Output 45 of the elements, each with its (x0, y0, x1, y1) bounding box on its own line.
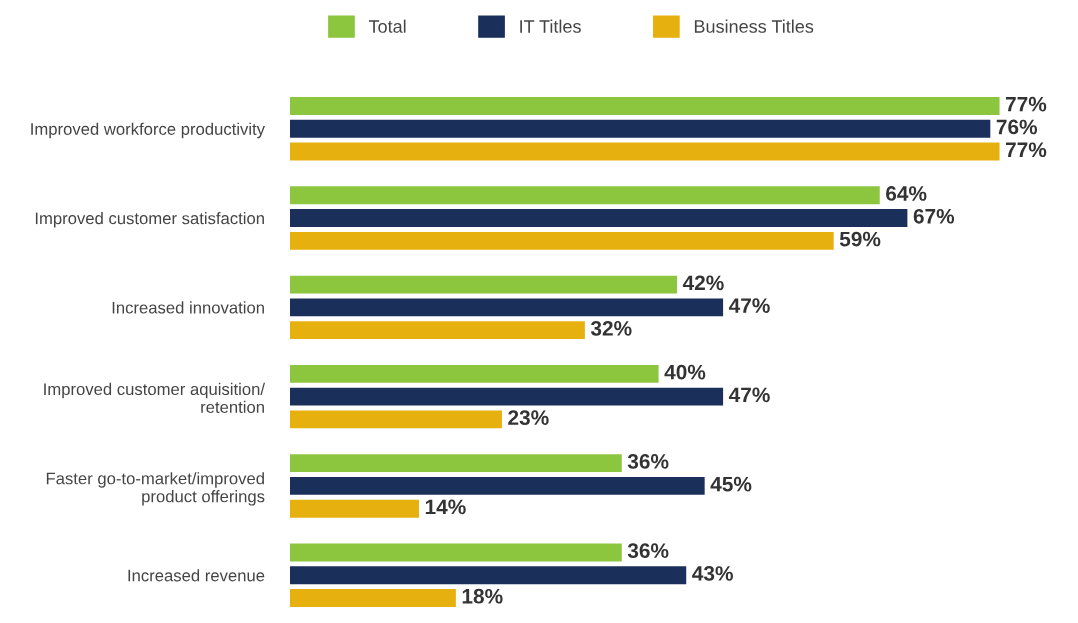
bar (290, 566, 687, 585)
bar (290, 410, 502, 429)
bar (290, 275, 678, 294)
data-label: 43% (692, 566, 733, 581)
bar (290, 321, 585, 340)
bar (290, 186, 880, 205)
bar (290, 97, 1000, 115)
y-tick-label: Improved customer aquisition/ retention (44, 382, 266, 414)
bar (290, 589, 456, 607)
bar (290, 543, 622, 562)
legend-label: Total (368, 19, 406, 33)
data-label: 47% (728, 298, 770, 313)
bar (290, 454, 622, 473)
bar (290, 209, 908, 227)
bar (290, 298, 724, 317)
y-tick-label: Improved workforce productivity (31, 122, 265, 139)
data-label: 36% (627, 454, 669, 469)
y-tick-label: Improved customer satisfaction (35, 212, 264, 228)
bar (290, 142, 1000, 161)
bar (290, 387, 724, 406)
data-label: 45% (710, 476, 752, 492)
data-label: 77% (1005, 96, 1047, 112)
data-label: 36% (627, 543, 669, 559)
y-tick-label: Increased innovation (112, 301, 264, 314)
data-label: 40% (664, 364, 706, 380)
data-label: 42% (682, 275, 724, 291)
bar (290, 477, 705, 495)
data-label: 14% (425, 499, 466, 515)
bar (290, 364, 659, 383)
data-label: 18% (462, 588, 503, 604)
data-label: 47% (728, 387, 770, 403)
y-tick-label: Increased revenue (128, 569, 265, 582)
data-label: 32% (590, 320, 632, 336)
data-label: 77% (1005, 142, 1047, 158)
data-label: 23% (508, 410, 549, 426)
bar (290, 119, 991, 138)
data-label: 64% (886, 186, 927, 201)
bar (290, 499, 420, 518)
legend-label: Business Titles (694, 19, 814, 33)
y-tick-label: Faster go-to-market/improved product offerings (46, 472, 265, 506)
data-label: 67% (913, 208, 955, 224)
data-label: 59% (839, 231, 881, 247)
bar (290, 231, 834, 250)
data-label: 76% (996, 119, 1038, 135)
legend-label: IT Titles (520, 19, 581, 33)
